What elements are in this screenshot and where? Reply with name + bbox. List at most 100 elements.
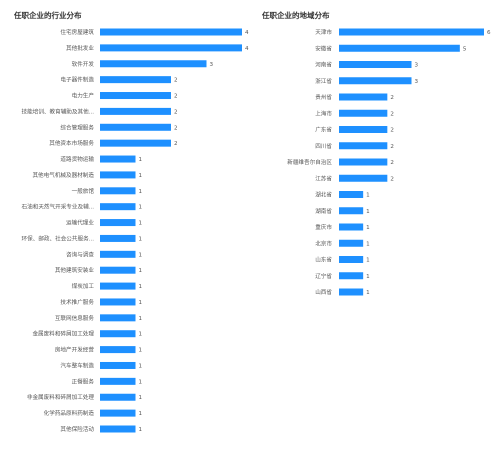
value-label: 2	[174, 94, 178, 100]
category-label: 石油和天然气开采专业及辅...	[22, 203, 95, 211]
category-label: 江苏省	[315, 174, 332, 182]
bar	[339, 288, 364, 296]
value-label: 1	[366, 290, 370, 296]
value-label: 2	[390, 128, 394, 134]
bar	[339, 158, 388, 166]
category-label: 山西省	[315, 288, 332, 296]
value-label: 1	[366, 241, 370, 247]
bar	[100, 219, 136, 227]
value-label: 1	[366, 274, 370, 280]
bar	[100, 346, 136, 354]
bar	[339, 142, 388, 150]
bar	[100, 171, 136, 179]
region-chart-panel: 任职企业的地域分布 天津市 6 安徽省 5 河南省 3 浙江省 3 贵州省 2 上海市 2 广东省 2 四川…	[250, 0, 500, 466]
category-label: 其他保险活动	[60, 425, 94, 433]
category-label: 山东省	[315, 256, 332, 264]
value-label: 1	[139, 189, 143, 195]
industry-bar-chart: 住宅房屋建筑 4 其他批发业 4 软件开发 3 电子器件制造 2 电力生产 2 技能培训、教育辅助及…	[22, 28, 249, 433]
bar	[100, 234, 136, 242]
category-label: 化学药品原料药制造	[44, 409, 95, 417]
bar	[100, 107, 171, 115]
category-label: 技术推广服务	[60, 298, 94, 306]
bar	[100, 203, 136, 211]
category-label: 运输代理业	[66, 219, 94, 227]
category-label: 软件开发	[72, 60, 95, 68]
value-label: 2	[174, 141, 178, 147]
category-label: 广东省	[315, 126, 332, 134]
bar	[100, 155, 136, 163]
bar	[100, 28, 242, 36]
bar	[100, 314, 136, 322]
category-label: 住宅房屋建筑	[60, 28, 94, 36]
category-label: 浙江省	[315, 77, 332, 85]
bar	[339, 239, 364, 247]
bar	[100, 330, 136, 338]
value-label: 1	[139, 252, 143, 258]
bar	[339, 109, 388, 117]
value-label: 1	[139, 348, 143, 354]
bar	[339, 44, 460, 52]
bar	[100, 377, 136, 385]
value-label: 4	[245, 30, 249, 36]
category-label: 其他资本市场服务	[49, 139, 94, 147]
value-label: 1	[139, 221, 143, 227]
category-label: 电子器件制造	[60, 76, 94, 84]
value-label: 1	[139, 395, 143, 401]
category-label: 正餐服务	[72, 377, 95, 385]
value-label: 3	[415, 63, 419, 69]
value-label: 1	[366, 209, 370, 215]
value-label: 2	[174, 78, 178, 84]
bar	[339, 28, 484, 36]
category-label: 湖北省	[315, 191, 332, 199]
bar	[100, 60, 207, 68]
bar	[100, 187, 136, 195]
category-label: 煤炭加工	[72, 282, 95, 290]
bar	[100, 92, 171, 100]
bar	[339, 93, 388, 101]
category-label: 天津市	[315, 28, 332, 36]
value-label: 1	[366, 193, 370, 199]
bar	[339, 77, 412, 85]
category-label: 北京市	[315, 239, 332, 247]
value-label: 2	[174, 109, 178, 115]
category-label: 四川省	[315, 142, 332, 150]
value-label: 1	[139, 268, 143, 274]
category-label: 其他批发业	[66, 44, 94, 52]
bar	[100, 298, 136, 306]
value-label: 1	[139, 205, 143, 211]
category-label: 金属废料和碎屑加工处理	[32, 330, 94, 338]
bar	[100, 139, 171, 147]
value-label: 4	[245, 46, 249, 52]
industry-chart-title: 任职企业的行业分布	[14, 11, 82, 20]
category-label: 道路货物运输	[60, 155, 94, 163]
value-label: 1	[139, 284, 143, 290]
value-label: 2	[174, 125, 178, 131]
value-label: 5	[463, 46, 467, 52]
value-label: 2	[390, 144, 394, 150]
category-label: 咨询与调查	[66, 250, 94, 258]
value-label: 1	[139, 157, 143, 163]
bar	[100, 282, 136, 290]
bar	[339, 223, 364, 231]
industry-chart-panel: 任职企业的行业分布 住宅房屋建筑 4 其他批发业 4 软件开发 3 电子器件制造 2 电力生产 2…	[14, 11, 249, 433]
bar	[339, 256, 364, 263]
bar	[100, 361, 136, 369]
category-label: 贵州省	[315, 93, 332, 101]
category-label: 新疆维吾尔自治区	[287, 158, 332, 166]
value-label: 1	[366, 225, 370, 231]
value-label: 2	[390, 95, 394, 101]
category-label: 汽车整车制造	[60, 361, 94, 369]
category-label: 安徽省	[315, 44, 332, 52]
category-label: 非金属废料和碎屑加工处理	[27, 393, 95, 401]
value-label: 2	[390, 160, 394, 166]
category-label: 环保、邮政、社会公共服务...	[22, 234, 95, 242]
bar	[339, 191, 364, 198]
bar	[100, 393, 136, 401]
value-label: 1	[139, 332, 143, 338]
value-label: 1	[139, 363, 143, 369]
category-label: 综合管理服务	[60, 123, 94, 131]
bar	[339, 272, 364, 280]
category-label: 辽宁省	[315, 272, 332, 280]
value-label: 1	[139, 427, 143, 433]
value-label: 1	[139, 236, 143, 242]
